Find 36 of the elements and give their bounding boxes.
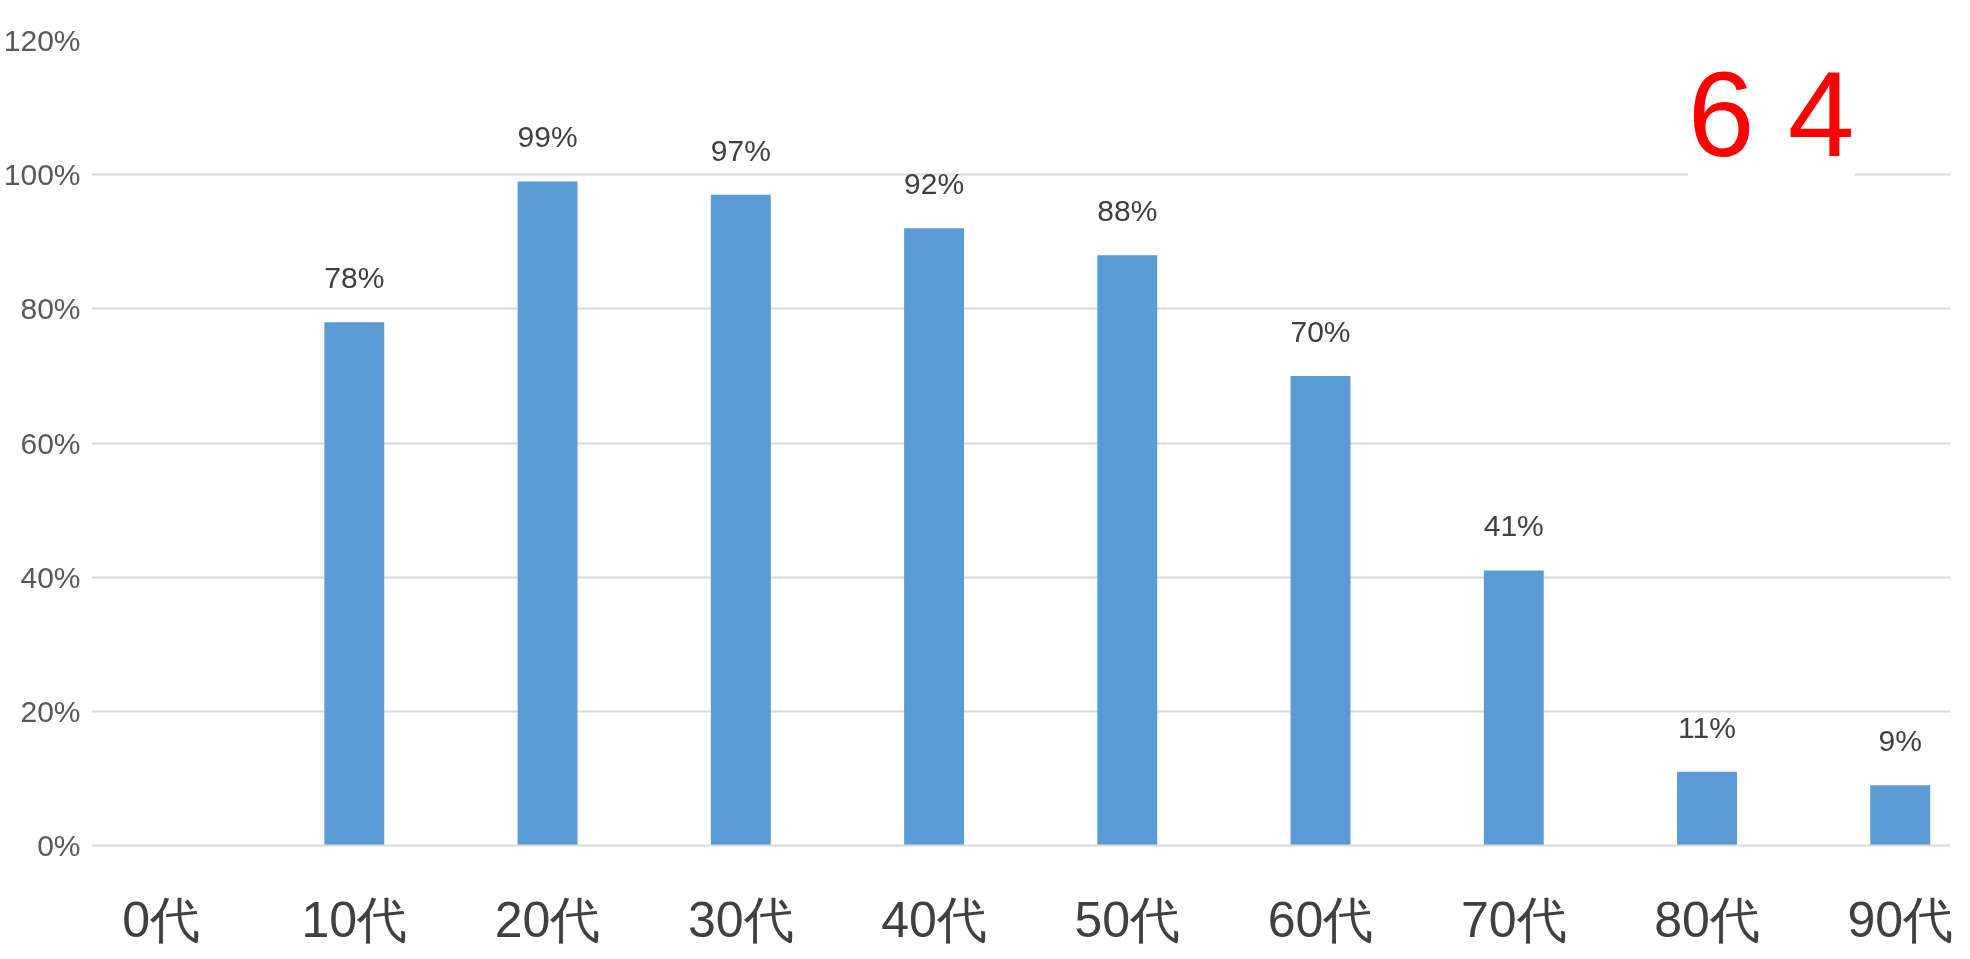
bar [1097,255,1158,846]
y-tick-label: 100% [3,158,81,192]
data-label: 11% [1678,710,1736,744]
x-tick-label: 90代 [1847,891,1954,948]
x-tick-label: 20代 [494,891,601,948]
y-tick-label: 0% [37,829,81,862]
y-tick-label: 80% [20,292,81,326]
x-tick-label: 40代 [881,891,987,948]
bar [517,181,578,846]
data-label: 78% [324,261,385,295]
bar [1483,570,1544,846]
bar [1677,771,1737,846]
x-tick-label: 10代 [301,891,408,948]
bar [324,322,385,846]
y-tick-label: 120% [3,24,81,57]
data-label: 41% [1483,509,1544,543]
annotation: 6 4 [1687,47,1855,182]
y-tick-label: 20% [20,694,81,728]
bar [904,228,964,846]
bar [1290,375,1351,846]
data-label: 70% [1290,314,1351,348]
y-tick-label: 60% [20,426,81,460]
bar [1870,785,1931,846]
data-label: 88% [1097,194,1158,228]
x-tick-label: 70代 [1460,891,1567,948]
data-label: 97% [710,133,771,167]
data-label: 99% [517,120,578,154]
data-label: 9% [1878,724,1922,758]
y-tick-label: 40% [20,560,81,594]
x-tick-label: 50代 [1074,891,1181,948]
data-label: 92% [904,167,965,201]
x-tick-label: 0代 [122,891,200,948]
x-tick-label: 60代 [1267,891,1374,948]
x-tick-label: 30代 [687,891,794,948]
bar [710,194,771,846]
x-tick-label: 80代 [1654,891,1760,948]
